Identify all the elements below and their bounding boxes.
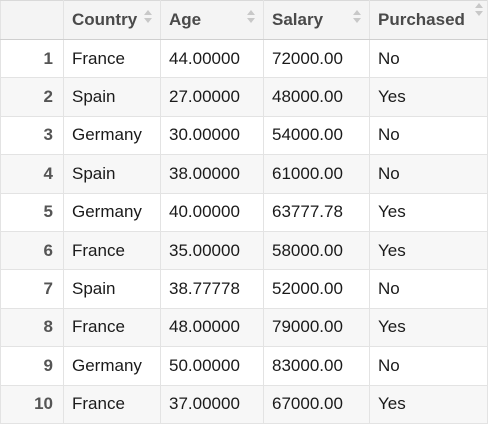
table-row: 7 Spain 38.77778 52000.00 No — [0, 269, 488, 309]
cell-salary: 63777.78 — [263, 192, 370, 232]
cell-salary: 61000.00 — [263, 154, 370, 194]
cell-age: 27.00000 — [160, 77, 264, 117]
header-index — [0, 0, 64, 40]
row-index: 10 — [0, 384, 64, 424]
cell-country: Spain — [63, 154, 161, 194]
header-age[interactable]: Age — [160, 0, 264, 40]
cell-age: 38.77778 — [160, 269, 264, 309]
cell-salary: 79000.00 — [263, 307, 370, 348]
cell-purchased: No — [369, 346, 488, 386]
cell-age: 44.00000 — [160, 38, 264, 79]
cell-country: Germany — [63, 115, 161, 156]
cell-salary: 67000.00 — [263, 384, 370, 424]
cell-purchased: No — [369, 154, 488, 194]
row-index: 6 — [0, 230, 64, 271]
cell-age: 48.00000 — [160, 307, 264, 348]
header-salary-label: Salary — [272, 10, 324, 29]
cell-age: 50.00000 — [160, 346, 264, 386]
row-index: 9 — [0, 346, 64, 386]
cell-salary: 58000.00 — [263, 230, 370, 271]
row-index: 4 — [0, 154, 64, 194]
sort-arrows-icon[interactable] — [475, 3, 483, 17]
table-header: Country Age Salary Purchased — [0, 0, 488, 40]
cell-age: 38.00000 — [160, 154, 264, 194]
row-index: 3 — [0, 115, 64, 156]
cell-salary: 83000.00 — [263, 346, 370, 386]
header-salary[interactable]: Salary — [263, 0, 370, 40]
header-age-label: Age — [169, 10, 202, 29]
cell-country: France — [63, 230, 161, 271]
cell-purchased: Yes — [369, 77, 488, 117]
cell-country: France — [63, 38, 161, 79]
cell-purchased: Yes — [369, 384, 488, 424]
cell-country: Spain — [63, 77, 161, 117]
data-table: Country Age Salary Purchased 1 France 44… — [0, 0, 488, 424]
cell-country: Germany — [63, 346, 161, 386]
cell-age: 35.00000 — [160, 230, 264, 271]
table-row: 9 Germany 50.00000 83000.00 No — [0, 346, 488, 386]
cell-purchased: Yes — [369, 192, 488, 232]
table-row: 2 Spain 27.00000 48000.00 Yes — [0, 77, 488, 117]
cell-country: France — [63, 384, 161, 424]
cell-country: France — [63, 307, 161, 348]
table-row: 4 Spain 38.00000 61000.00 No — [0, 154, 488, 194]
cell-age: 40.00000 — [160, 192, 264, 232]
table-body: 1 France 44.00000 72000.00 No 2 Spain 27… — [0, 38, 488, 424]
header-row: Country Age Salary Purchased — [0, 0, 488, 40]
table-row: 8 France 48.00000 79000.00 Yes — [0, 307, 488, 348]
cell-purchased: Yes — [369, 230, 488, 271]
table-row: 10 France 37.00000 67000.00 Yes — [0, 384, 488, 424]
row-index: 5 — [0, 192, 64, 232]
cell-salary: 54000.00 — [263, 115, 370, 156]
cell-purchased: No — [369, 115, 488, 156]
table-row: 5 Germany 40.00000 63777.78 Yes — [0, 192, 488, 232]
cell-salary: 52000.00 — [263, 269, 370, 309]
table-row: 3 Germany 30.00000 54000.00 No — [0, 115, 488, 156]
header-purchased[interactable]: Purchased — [369, 0, 488, 40]
cell-salary: 48000.00 — [263, 77, 370, 117]
cell-purchased: Yes — [369, 307, 488, 348]
row-index: 8 — [0, 307, 64, 348]
cell-purchased: No — [369, 38, 488, 79]
cell-age: 37.00000 — [160, 384, 264, 424]
header-purchased-label: Purchased — [378, 10, 465, 29]
sort-arrows-icon[interactable] — [353, 10, 361, 24]
cell-salary: 72000.00 — [263, 38, 370, 79]
row-index: 7 — [0, 269, 64, 309]
row-index: 2 — [0, 77, 64, 117]
cell-age: 30.00000 — [160, 115, 264, 156]
header-country[interactable]: Country — [63, 0, 161, 40]
sort-arrows-icon[interactable] — [247, 10, 255, 24]
cell-country: Germany — [63, 192, 161, 232]
sort-arrows-icon[interactable] — [144, 10, 152, 24]
cell-purchased: No — [369, 269, 488, 309]
table-row: 6 France 35.00000 58000.00 Yes — [0, 230, 488, 271]
row-index: 1 — [0, 38, 64, 79]
cell-country: Spain — [63, 269, 161, 309]
header-country-label: Country — [72, 10, 138, 29]
table-row: 1 France 44.00000 72000.00 No — [0, 38, 488, 79]
